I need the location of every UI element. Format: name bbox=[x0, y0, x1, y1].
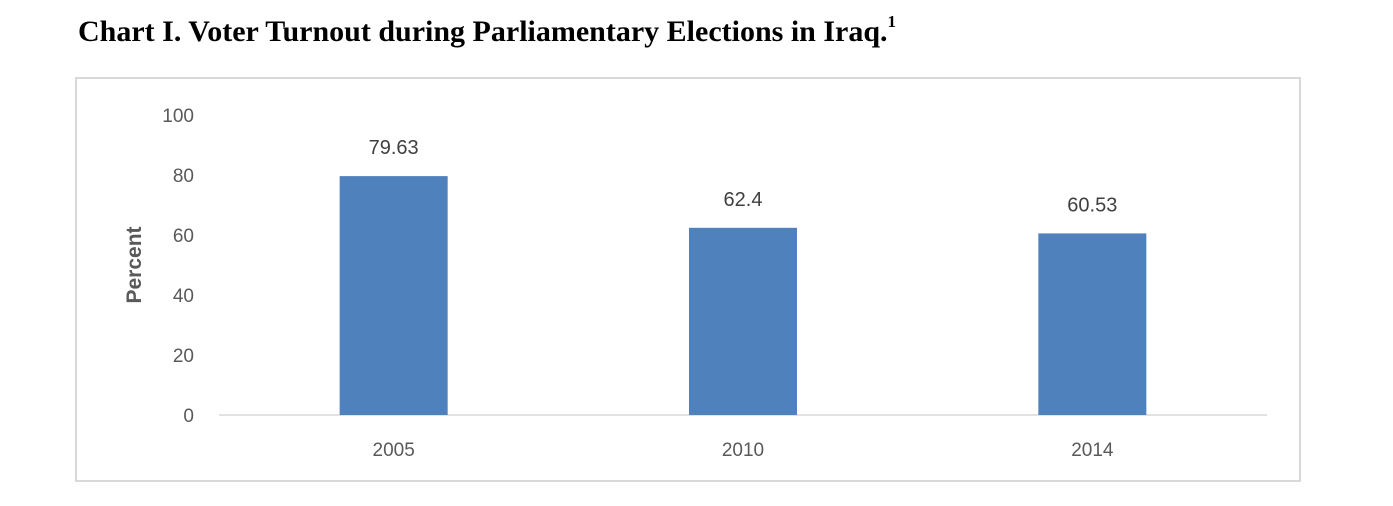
bar-2014 bbox=[1038, 233, 1147, 415]
x-tick-label-2010: 2010 bbox=[722, 440, 764, 461]
y-tick-label: 80 bbox=[173, 166, 194, 187]
chart-frame bbox=[75, 77, 1301, 482]
title-footnote-marker: 1 bbox=[887, 12, 897, 31]
data-label-2005: 79.63 bbox=[369, 137, 419, 159]
y-axis-label: Percent bbox=[123, 226, 146, 303]
bar-series: 79.63 62.4 60.53 bbox=[339, 137, 1147, 415]
y-tick-label: 100 bbox=[162, 106, 194, 127]
x-axis-ticks: 2005 2010 2014 bbox=[373, 440, 1114, 461]
bar-2010 bbox=[689, 227, 797, 415]
chart-title-text: Chart I. Voter Turnout during Parliament… bbox=[78, 15, 888, 48]
x-tick-label-2005: 2005 bbox=[373, 440, 415, 461]
y-axis-ticks: 0 20 40 60 80 100 bbox=[162, 106, 194, 427]
y-tick-label: 0 bbox=[183, 406, 194, 427]
data-label-2014: 60.53 bbox=[1067, 194, 1117, 216]
y-tick-label: 20 bbox=[173, 346, 194, 367]
x-tick-label-2014: 2014 bbox=[1071, 440, 1114, 461]
bar-2005 bbox=[339, 176, 448, 415]
chart-title: Chart I. Voter Turnout during Parliament… bbox=[78, 12, 896, 49]
y-tick-label: 60 bbox=[173, 226, 194, 247]
data-label-2010: 62.4 bbox=[724, 189, 763, 211]
y-tick-label: 40 bbox=[173, 286, 194, 307]
